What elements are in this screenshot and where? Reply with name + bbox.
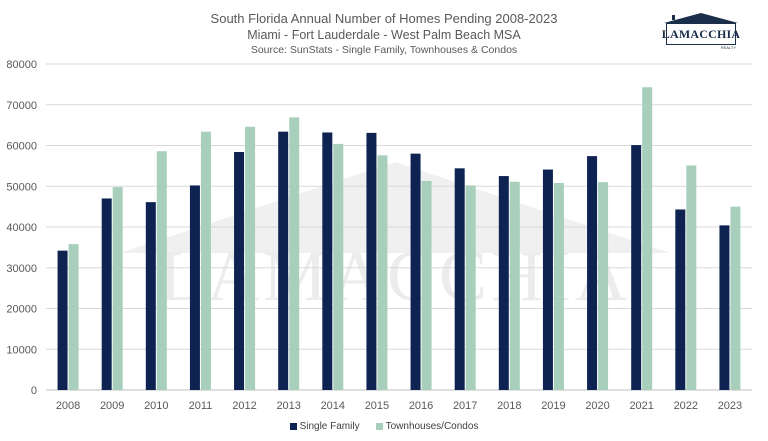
legend-item-townhouses-condos: Townhouses/Condos: [375, 421, 479, 432]
y-tick-label: 40000: [6, 222, 37, 234]
bar-townhouses-condos: [377, 155, 388, 390]
bar-single-family: [189, 185, 200, 390]
bar-townhouses-condos: [112, 187, 123, 390]
bar-single-family: [454, 168, 465, 390]
bar-single-family: [145, 202, 156, 390]
legend-swatch-townhouses-condos: [375, 423, 383, 430]
bar-townhouses-condos: [686, 165, 697, 390]
bar-townhouses-condos: [289, 117, 300, 390]
bar-townhouses-condos: [465, 185, 476, 390]
bar-single-family: [631, 145, 642, 390]
legend-swatch-single-family: [289, 423, 297, 430]
bar-townhouses-condos: [245, 126, 256, 390]
logo-text: LAMACCHIA: [661, 26, 741, 41]
bar-townhouses-condos: [598, 182, 609, 390]
x-tick-label: 2022: [674, 400, 698, 412]
chart-legend: Single Family Townhouses/Condos: [0, 421, 768, 432]
x-tick-label: 2012: [232, 400, 256, 412]
x-tick-label: 2015: [365, 400, 389, 412]
house-roof-icon: [664, 13, 738, 23]
y-tick-label: 20000: [6, 304, 37, 316]
x-tick-label: 2018: [497, 400, 521, 412]
x-tick-label: 2010: [144, 400, 168, 412]
bar-townhouses-condos: [553, 182, 564, 390]
bar-townhouses-condos: [200, 131, 211, 390]
bar-townhouses-condos: [156, 151, 167, 390]
bar-single-family: [366, 132, 377, 390]
x-tick-label: 2019: [541, 400, 565, 412]
bar-single-family: [322, 132, 333, 390]
bar-townhouses-condos: [68, 244, 79, 390]
x-tick-label: 2020: [585, 400, 609, 412]
bar-single-family: [675, 209, 686, 390]
bar-townhouses-condos: [730, 206, 741, 390]
x-tick-label: 2013: [276, 400, 300, 412]
x-tick-label: 2014: [321, 400, 345, 412]
bar-single-family: [234, 152, 245, 390]
y-tick-label: 30000: [6, 263, 37, 275]
bar-single-family: [278, 131, 289, 390]
legend-label-townhouses-condos: Townhouses/Condos: [385, 421, 479, 432]
legend-label-single-family: Single Family: [299, 421, 360, 432]
chart-source: Source: SunStats - Single Family, Townho…: [250, 44, 518, 56]
y-tick-label: 60000: [6, 141, 37, 153]
bar-townhouses-condos: [421, 180, 432, 390]
bar-townhouses-condos: [333, 143, 344, 390]
bar-single-family: [57, 250, 68, 390]
x-tick-label: 2021: [629, 400, 653, 412]
y-axis-ticks: 0 10000 20000 30000 40000 50000 60000 70000 8000…: [6, 59, 37, 397]
bar-single-family: [719, 225, 730, 390]
chart-title: South Florida Annual Number of Homes Pen…: [210, 11, 558, 26]
chart-subtitle: Miami - Fort Lauderdale - West Palm Beac…: [247, 28, 521, 42]
x-tick-label: 2009: [100, 400, 124, 412]
x-tick-label: 2023: [718, 400, 742, 412]
bar-townhouses-condos: [509, 181, 520, 390]
logo-subtext: REALTY: [720, 45, 736, 50]
bar-single-family: [101, 198, 112, 390]
y-tick-label: 50000: [6, 181, 37, 193]
bar-single-family: [498, 176, 509, 390]
bar-single-family: [542, 169, 553, 390]
y-tick-label: 0: [31, 385, 37, 397]
lamacchia-logo: LAMACCHIA REALTY: [662, 13, 740, 51]
y-tick-label: 70000: [6, 100, 37, 112]
x-tick-label: 2016: [409, 400, 433, 412]
x-tick-label: 2017: [453, 400, 477, 412]
x-tick-label: 2011: [189, 400, 213, 412]
logo-wordmark-box: LAMACCHIA: [662, 23, 740, 45]
legend-item-single-family: Single Family: [289, 421, 360, 432]
x-axis-ticks: 2008 2009 2010 2011 2012 2013 2014 2015 2016 2017…: [56, 400, 742, 412]
bars: [57, 87, 741, 390]
bar-townhouses-condos: [642, 87, 653, 390]
y-tick-label: 80000: [6, 59, 37, 71]
bar-single-family: [587, 156, 598, 390]
x-tick-label: 2008: [56, 400, 80, 412]
bar-single-family: [410, 153, 421, 390]
y-tick-label: 10000: [6, 344, 37, 356]
